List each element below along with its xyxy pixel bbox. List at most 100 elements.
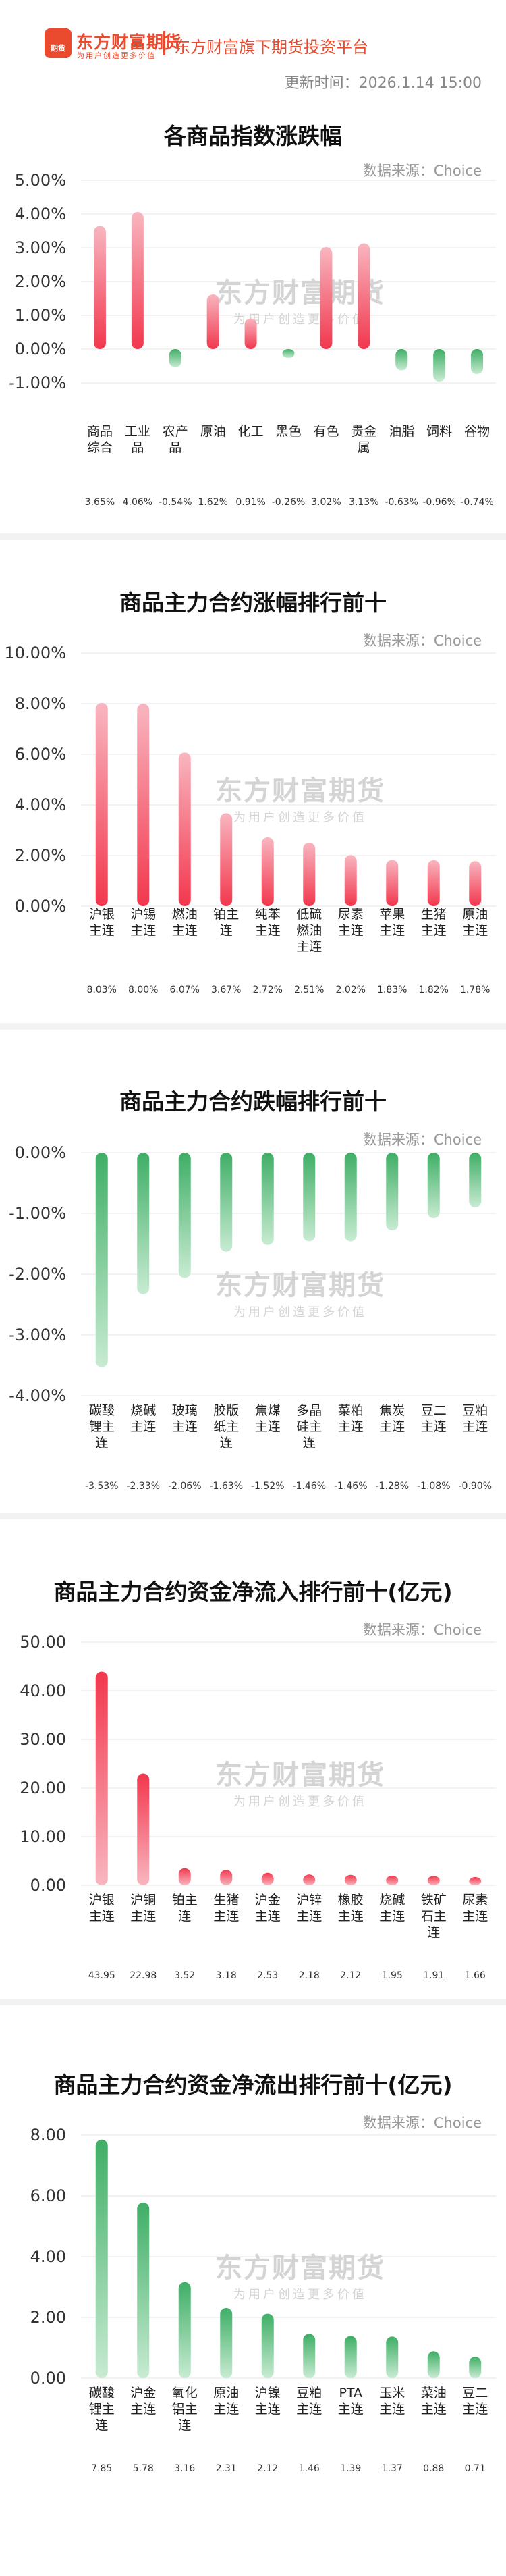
data-label: 0.71 xyxy=(465,2463,486,2474)
y-tick-label: -1.00% xyxy=(9,1204,66,1223)
y-tick-label: 8.00% xyxy=(15,694,66,713)
y-tick-label: -1.00% xyxy=(9,373,66,392)
y-tick-label: 3.00% xyxy=(15,238,66,257)
bar xyxy=(95,1153,108,1367)
category-label: 玻璃主连 xyxy=(172,1403,198,1434)
bar xyxy=(178,2282,191,2378)
bar xyxy=(137,2202,150,2378)
y-tick-label: -3.00% xyxy=(9,1325,66,1344)
bar xyxy=(220,2308,233,2378)
category-label: 沪金主连 xyxy=(130,2386,156,2417)
chart-title: 各商品指数涨跌幅 xyxy=(164,123,342,149)
chart-title: 商品主力合约涨幅排行前十 xyxy=(119,589,387,616)
update-time: 更新时间：2026.1.14 15:00 xyxy=(284,75,482,92)
data-label: 3.52 xyxy=(174,1970,195,1981)
bar xyxy=(471,349,484,374)
bar-chart: 5.00% 4.00% 3.00% 2.00% 1.00% 0.00% -1.00% 东方财富… xyxy=(9,172,496,508)
data-label: 2.53 xyxy=(257,1970,278,1981)
category-label: 纯苯主连 xyxy=(255,907,281,938)
category-label: 油脂 xyxy=(389,424,414,439)
category-label: 铂主连 xyxy=(213,907,239,938)
data-label: -1.28% xyxy=(375,1481,409,1492)
data-label: 1.82% xyxy=(419,984,449,995)
category-label: 豆粕主连 xyxy=(462,1403,488,1434)
section-divider xyxy=(0,533,506,540)
watermark-slogan: 为用户创造更多价值 xyxy=(233,1795,367,1809)
y-tick-label: 30.00 xyxy=(20,1730,66,1749)
brand-slogan: 为用户创造更多价值 xyxy=(77,51,156,60)
y-tick-label: 0.00% xyxy=(15,1145,66,1162)
data-label: 3.65% xyxy=(85,497,115,508)
bar xyxy=(386,1875,399,1885)
bar xyxy=(386,1153,399,1231)
data-label: 2.72% xyxy=(253,984,283,995)
category-label: 玉米主连 xyxy=(379,2386,405,2417)
category-label: 有色 xyxy=(313,424,339,439)
chart-source: 数据来源：Choice xyxy=(362,1132,482,1148)
y-tick-label: 20.00 xyxy=(20,1779,66,1797)
data-label: 1.95 xyxy=(382,1970,403,1981)
category-label: 碳酸锂主连 xyxy=(89,1403,115,1450)
data-label: 3.02% xyxy=(311,497,341,508)
platform-name: 东方财富旗下期货投资平台 xyxy=(174,38,368,57)
y-tick-label: 10.00 xyxy=(20,1827,66,1846)
data-label: 3.16 xyxy=(174,2463,195,2474)
bar xyxy=(261,1153,274,1245)
category-label: 低硫燃油主连 xyxy=(296,907,322,954)
y-tick-label: 0.00% xyxy=(15,340,66,359)
brand-logo-icon: 期货 xyxy=(45,28,72,58)
data-label: 2.12 xyxy=(257,2463,278,2474)
data-label: 1.37 xyxy=(382,2463,403,2474)
page-header: 期货 东方财富期货 为用户创造更多价值 东方财富旗下期货投资平台 更新时间：20… xyxy=(0,0,506,101)
y-tick-label: 2.00 xyxy=(30,2308,66,2327)
section-divider xyxy=(0,1513,506,1519)
data-label: 4.06% xyxy=(123,497,152,508)
data-label: -2.06% xyxy=(168,1481,202,1492)
category-label: 原油主连 xyxy=(462,907,488,938)
bar-chart: 50.00 40.00 30.00 20.00 10.00 0.00 东方财富期货为用户创造… xyxy=(20,1634,496,1981)
category-label: 胶版纸主连 xyxy=(213,1403,239,1450)
chart-source: 数据来源：Choice xyxy=(362,163,482,179)
data-label: 1.91 xyxy=(423,1970,444,1981)
y-tick-label: 6.00% xyxy=(15,745,66,764)
data-label: -1.52% xyxy=(251,1481,285,1492)
data-label: -1.46% xyxy=(292,1481,326,1492)
y-tick-label: -4.00% xyxy=(9,1386,66,1405)
header-divider xyxy=(163,31,165,55)
bar xyxy=(469,1877,482,1885)
data-label: -0.26% xyxy=(272,497,306,508)
bar xyxy=(344,1153,357,1242)
category-label: 尿素主连 xyxy=(338,907,364,938)
data-label: -0.54% xyxy=(159,497,192,508)
category-label: 焦煤主连 xyxy=(255,1403,281,1434)
watermark-text: 东方财富期货 xyxy=(215,776,385,807)
watermark-text: 东方财富期货 xyxy=(215,2253,385,2284)
category-label: 沪银主连 xyxy=(89,907,115,938)
bar xyxy=(93,226,106,349)
category-label: 橡胶主连 xyxy=(338,1893,364,1924)
category-label: 豆粕主连 xyxy=(296,2386,322,2417)
bar xyxy=(427,2351,440,2378)
bar xyxy=(95,2139,108,2378)
bar xyxy=(137,1773,150,1885)
bar xyxy=(395,349,408,371)
bar xyxy=(178,752,191,906)
category-label: 原油主连 xyxy=(213,2386,239,2417)
y-tick-label: 0.00 xyxy=(30,2369,66,2388)
bar xyxy=(427,860,440,906)
bar xyxy=(469,861,482,906)
data-label: -1.63% xyxy=(209,1481,243,1492)
bar xyxy=(427,1153,440,1219)
category-label: 氧化铝主连 xyxy=(172,2386,198,2433)
category-label: 沪锡主连 xyxy=(130,907,156,938)
category-label: 沪铜主连 xyxy=(130,1893,156,1924)
data-label: 1.46 xyxy=(299,2463,320,2474)
category-label: 贵金属 xyxy=(351,424,376,455)
y-tick-label: 10.00% xyxy=(4,645,66,662)
bar xyxy=(344,855,357,906)
category-label: 商品综合 xyxy=(87,424,113,455)
y-tick-label: 0.00 xyxy=(30,1876,66,1895)
y-tick-label: 4.00% xyxy=(15,205,66,224)
watermark-slogan: 为用户创造更多价值 xyxy=(233,1305,367,1319)
data-label: 22.98 xyxy=(130,1970,157,1981)
